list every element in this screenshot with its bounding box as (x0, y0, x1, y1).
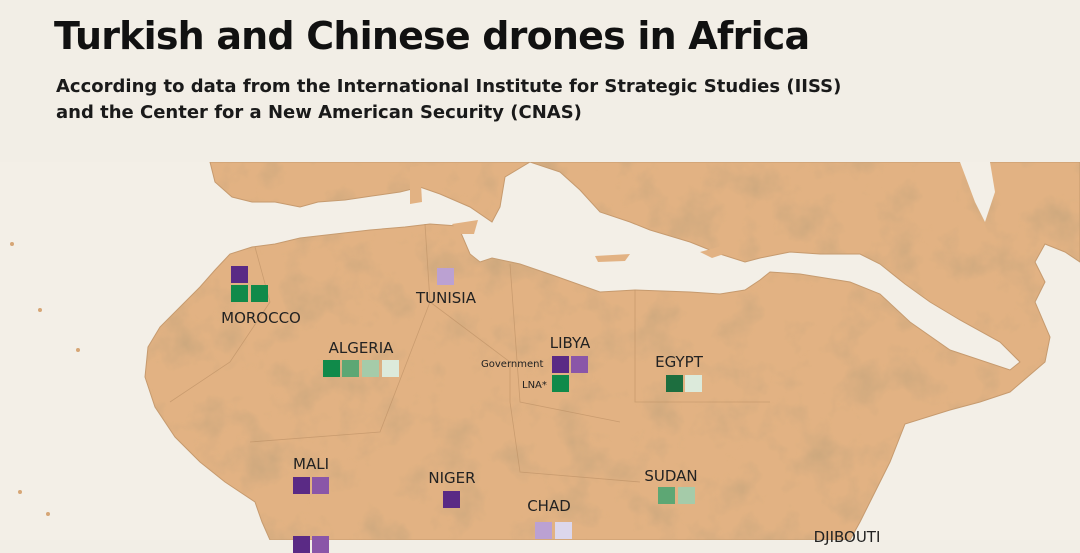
libya-government-label: Government (481, 359, 544, 370)
country-label-djibouti: DJIBOUTI (813, 528, 881, 546)
country-label-libya: LIBYA (549, 334, 591, 352)
marker-square (231, 266, 248, 283)
country-label-niger: NIGER (428, 469, 476, 487)
marker-square (552, 375, 569, 392)
island-dot-4 (18, 490, 22, 494)
crete (595, 254, 630, 262)
marker-square (312, 536, 329, 553)
country-label-chad: CHAD (527, 497, 571, 515)
marker-square (552, 356, 569, 373)
libya-lna-label: LNA* (522, 380, 547, 391)
marker-square (437, 268, 454, 285)
marker-square (571, 356, 588, 373)
sardinia (410, 166, 422, 204)
page-title: Turkish and Chinese drones in Africa (54, 14, 810, 58)
country-label-morocco: MOROCCO (221, 309, 301, 327)
country-label-egypt: EGYPT (655, 353, 703, 371)
africa-map: MOROCCO TUNISIA ALGERIA LIBYA Government… (0, 162, 1080, 553)
marker-square (382, 360, 399, 377)
marker-square (658, 487, 675, 504)
marker-square (323, 360, 340, 377)
marker-square (362, 360, 379, 377)
marker-square (678, 487, 695, 504)
island-dot-3 (76, 348, 80, 352)
island-dot-2 (38, 308, 42, 312)
sicily (452, 220, 478, 234)
country-label-sudan: SUDAN (644, 467, 698, 485)
island-dot-5 (46, 512, 50, 516)
marker-square (342, 360, 359, 377)
marker-square (685, 375, 702, 392)
marker-square (443, 491, 460, 508)
caspian-sea (960, 162, 995, 222)
terrain-relief (145, 162, 1080, 540)
country-borders (169, 223, 770, 483)
marker-square (666, 375, 683, 392)
country-label-algeria: ALGERIA (328, 339, 394, 357)
country-label-tunisia: TUNISIA (416, 289, 476, 307)
marker-square (251, 285, 268, 302)
cyprus (700, 246, 730, 258)
subtitle-line-2: and the Center for a New American Securi… (56, 102, 582, 123)
island-dot-1 (10, 242, 14, 246)
subtitle-line-1: According to data from the International… (56, 76, 842, 97)
marker-square (293, 536, 310, 553)
header: Turkish and Chinese drones in Africa Acc… (0, 0, 1080, 162)
marker-square (535, 522, 552, 539)
country-label-mali: MALI (293, 455, 329, 473)
marker-square (231, 285, 248, 302)
map-basemap (10, 162, 1080, 540)
marker-square (293, 477, 310, 494)
marker-square (555, 522, 572, 539)
marker-square (312, 477, 329, 494)
